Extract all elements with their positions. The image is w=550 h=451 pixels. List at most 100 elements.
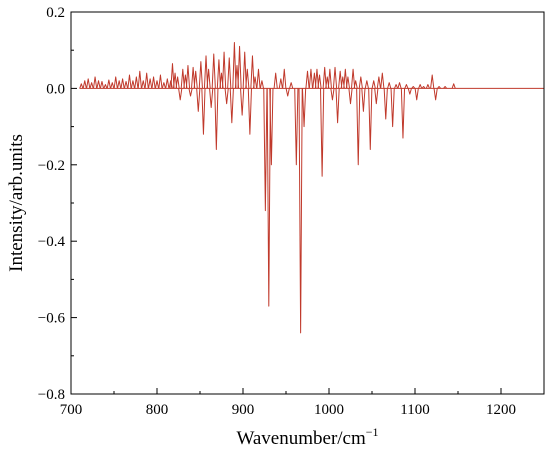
spectrum-peak (89, 82, 94, 89)
spectrum-peak (348, 88, 353, 105)
spectrum-peak (82, 80, 87, 89)
spectrum-peak (308, 68, 314, 89)
spectrum-peak (335, 88, 340, 124)
spectrum-peak (191, 66, 196, 89)
spectrum-peak (425, 84, 430, 89)
spectrum-peak (148, 78, 153, 89)
x-tick-label: 1200 (486, 402, 516, 418)
spectrum-peak (203, 55, 209, 89)
spectrum-peak (113, 76, 118, 89)
spectrum-peak (172, 72, 178, 89)
spectrum-series (79, 42, 544, 334)
spectrum-peak (289, 82, 294, 89)
spectrum-peak (273, 72, 278, 89)
spectrum-peak (92, 76, 98, 89)
spectrum-peak (259, 80, 265, 89)
spectrum-peak (214, 88, 219, 151)
spectrum-peak (206, 68, 211, 89)
spectrum-peak (327, 68, 332, 89)
spectrum-peak (356, 88, 361, 166)
spectrum-peak (211, 53, 216, 89)
spectrum-peak (317, 74, 322, 89)
spectrum-peak (247, 88, 252, 135)
spectrum-peak (364, 80, 369, 89)
y-tick-label: −0.8 (38, 387, 65, 403)
spectrum-peak (387, 82, 392, 89)
spectrum-peak (144, 72, 149, 89)
spectrum-peak (227, 57, 232, 89)
spectrum-peak (221, 51, 227, 89)
y-axis: 0.2 0.0 −0.2 −0.4 −0.6 −0.8 (38, 5, 77, 403)
spectrum-peak (137, 70, 142, 89)
spectrum-peak (361, 88, 366, 112)
spectrum-peak (229, 88, 234, 124)
spectrum-peak (96, 80, 101, 89)
x-tick-label: 900 (232, 402, 255, 418)
spectrum-peak (301, 88, 307, 128)
x-tick-label: 700 (60, 402, 83, 418)
spectrum-peak (394, 84, 399, 89)
spectrum-peak (320, 88, 325, 177)
spectrum-peak (250, 55, 255, 89)
y-tick-label: −0.6 (38, 311, 66, 327)
spectrum-peak (110, 82, 115, 89)
spectrum-peak (322, 66, 327, 89)
spectrum-peak (141, 80, 146, 89)
spectrum-peak (209, 88, 214, 108)
x-tick-label: 800 (146, 402, 169, 418)
spectrum-peak (443, 85, 448, 89)
spectrum-peak (383, 88, 388, 120)
spectrum-peak (86, 78, 91, 89)
spectrum-peak (158, 74, 163, 89)
spectrum-peak (154, 80, 160, 89)
spectrum-peak (188, 88, 193, 97)
spectrum-peak (314, 68, 320, 89)
spectrum-peak (380, 72, 385, 89)
spectrum-peak (407, 88, 412, 95)
spectrum-peak (330, 88, 335, 101)
spectrum-peak (404, 84, 409, 89)
spectrum-peak (256, 68, 261, 89)
spectrum-peak (421, 85, 426, 89)
spectrum-peak (433, 88, 438, 101)
x-tick-label: 1000 (314, 402, 344, 418)
spectrum-peak (178, 88, 183, 101)
spectrum-peak (298, 88, 303, 334)
spectrum-peak (79, 83, 84, 89)
y-tick-label: −0.4 (38, 234, 66, 250)
spectrum-peak (285, 88, 290, 97)
spectrum-peak (168, 80, 173, 89)
spectrum-peak (180, 68, 185, 89)
spectrum-peak (117, 80, 122, 89)
spectrum-peak (263, 88, 268, 212)
spectrum-peak (358, 76, 363, 89)
spectrum-peak (376, 76, 381, 89)
spectrum-peak (266, 88, 271, 307)
spectrum-peak (374, 88, 379, 105)
spectrum-peak (127, 74, 132, 89)
spectrum-peak (237, 45, 242, 89)
spectrum-peak (120, 78, 125, 89)
spectrum-peak (196, 88, 201, 112)
spectrum-peak (134, 76, 139, 89)
spectrum-peak (278, 78, 283, 89)
spectrum-peak (193, 70, 198, 89)
spectrum-peak (390, 88, 395, 128)
spectrum-peak (151, 76, 156, 89)
spectrum-peak (332, 66, 338, 89)
spectrum-peak (161, 82, 166, 89)
y-tick-label: 0.2 (46, 5, 65, 21)
spectrum-peak (170, 63, 175, 89)
spectrum-peak (216, 59, 222, 89)
x-axis: 700 800 900 1000 1100 1200 (60, 388, 516, 418)
plot-frame (70, 11, 545, 395)
y-axis-title: Intensity/arb.units (6, 134, 27, 272)
spectrum-peak (414, 88, 419, 101)
spectrum-peak (130, 80, 136, 89)
spectrum-peak (165, 78, 170, 89)
spectrum-peak (242, 51, 247, 89)
spectrum-peak (397, 82, 402, 89)
spectrum-peak (305, 70, 310, 89)
spectrum-peak (175, 76, 180, 89)
